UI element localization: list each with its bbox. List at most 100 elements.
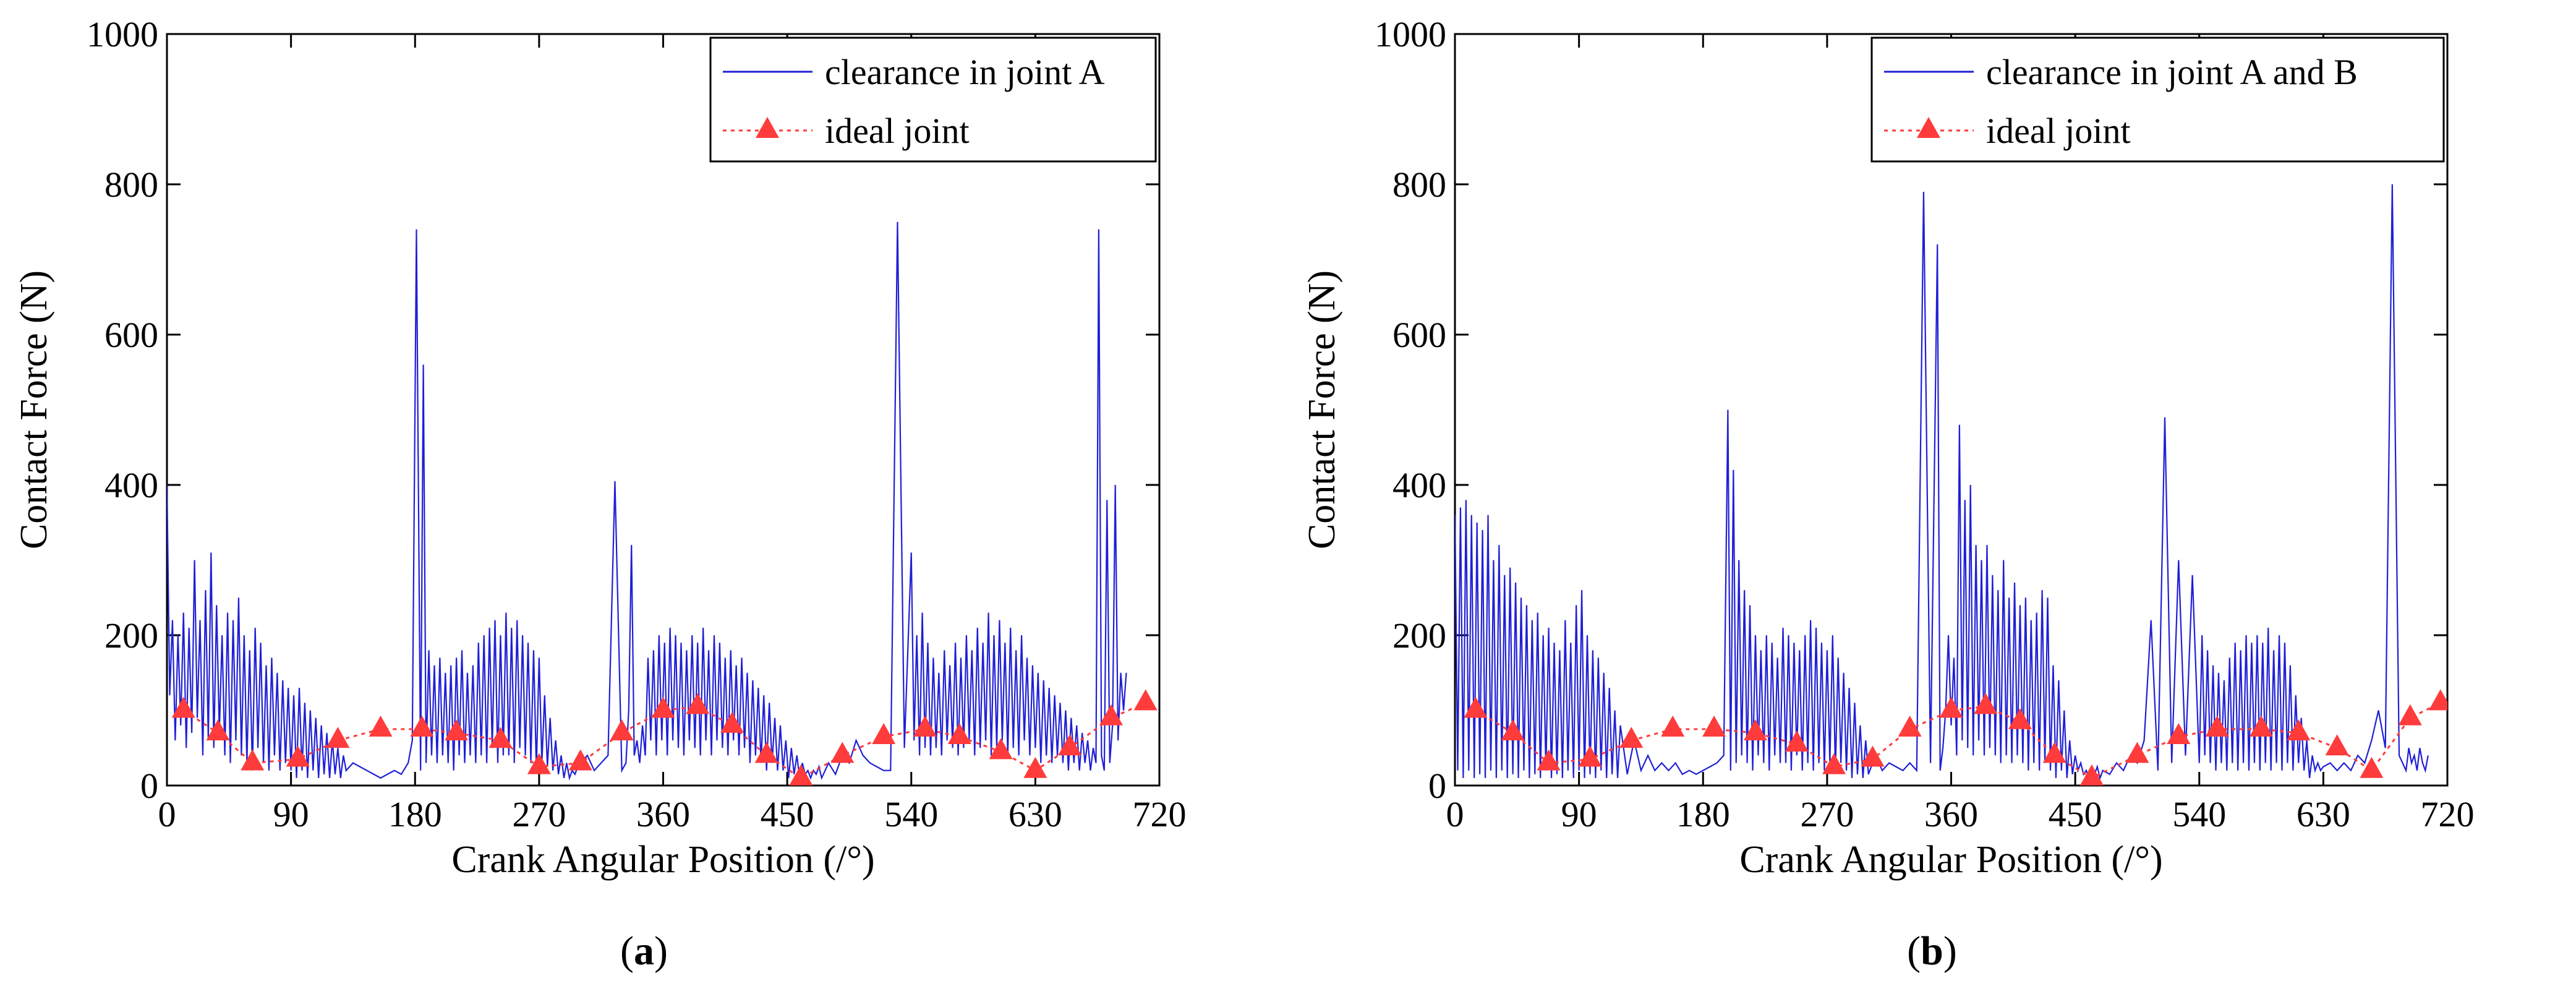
x-tick-label: 360: [1924, 794, 1978, 834]
ideal-joint-marker: [2008, 708, 2032, 729]
ideal-joint-marker: [2042, 742, 2066, 763]
ideal-joint-marker: [1619, 727, 1644, 748]
ideal-joint-marker: [2205, 715, 2229, 737]
ideal-joint-marker: [2167, 723, 2191, 745]
ideal-joint-marker: [1743, 719, 1767, 740]
y-tick-label: 400: [104, 465, 158, 505]
ideal-joint-marker: [171, 696, 195, 718]
chart-b-svg: 0 90 180 270 360 450 540 630 720 0 200 400 600 800 100…: [1301, 14, 2475, 881]
x-tick-label: 90: [273, 794, 309, 834]
series-line-clearance: [167, 221, 1127, 781]
x-tick-label: 90: [1561, 794, 1597, 834]
y-tick-label: 1000: [87, 14, 158, 54]
ideal-joint-marker: [1578, 745, 1602, 767]
x-tick-label: 180: [388, 794, 442, 834]
x-tick-label: 540: [2172, 794, 2226, 834]
chart-a-svg: 0 90 180 270 360 450 540 630 720 0 200 400 600 800 100…: [13, 14, 1187, 881]
plot-area: [1455, 184, 2447, 786]
ideal-joint-marker: [789, 764, 813, 786]
x-tick-label: 270: [512, 794, 566, 834]
ideal-joint-marker: [1898, 715, 1922, 737]
legend-marker-ideal: [1917, 117, 1940, 138]
legend-box: [709, 36, 1157, 163]
series-line-ideal-joint: [182, 701, 1146, 779]
ideal-joint-marker: [1501, 719, 1525, 740]
ideal-joint-marker: [1939, 696, 1963, 718]
y-tick-label: 0: [1428, 766, 1446, 806]
ideal-joint-marker: [686, 693, 710, 714]
ideal-joint-marker: [754, 742, 778, 763]
x-tick-label: 270: [1800, 794, 1854, 834]
x-tick-label: 630: [1009, 794, 1062, 834]
legend-label: clearance in joint A: [825, 52, 1105, 92]
ideal-joint-marker: [1974, 693, 1998, 714]
y-tick-label: 600: [1392, 315, 1446, 355]
y-tick-label: 200: [1392, 615, 1446, 656]
x-axis-title: Crank Angular Position (/°): [451, 839, 874, 881]
y-tick-label: 600: [104, 315, 158, 355]
ideal-joint-marker: [1537, 749, 1561, 771]
x-tick-label: 450: [2049, 794, 2102, 834]
x-tick-label: 0: [158, 794, 176, 834]
ideal-joint-marker: [410, 715, 434, 737]
legend-label: ideal joint: [825, 111, 970, 151]
ideal-joint-marker: [1702, 715, 1726, 737]
ideal-joint-marker: [445, 719, 469, 740]
y-axis-title: Contact Force (N): [1301, 270, 1343, 549]
ideal-joint-marker: [2325, 734, 2349, 756]
ideal-joint-marker: [1785, 730, 1809, 752]
ideal-joint-marker: [326, 727, 350, 748]
ideal-joint-marker: [1661, 715, 1685, 737]
x-tick-label: 360: [636, 794, 690, 834]
caption-b: (b): [1907, 928, 1957, 974]
chart-panel-a: 0 90 180 270 360 450 540 630 720 0 200 400 600 800 100…: [13, 14, 1187, 974]
chart-panel-b: 0 90 180 270 360 450 540 630 720 0 200 400 600 800 100…: [1288, 0, 2576, 1002]
plot-area: [167, 221, 1158, 786]
ideal-joint-marker: [1099, 704, 1123, 726]
ideal-joint-marker: [651, 696, 675, 718]
x-axis-title: Crank Angular Position (/°): [1739, 839, 2162, 881]
ideal-joint-marker: [1464, 696, 1488, 718]
ideal-joint-marker: [527, 753, 551, 774]
legend-box: [1870, 36, 2445, 163]
x-tick-label: 540: [884, 794, 938, 834]
ideal-joint-marker: [989, 738, 1013, 760]
ideal-joint-marker: [610, 719, 634, 740]
y-tick-label: 400: [1392, 465, 1446, 505]
x-tick-label: 720: [2421, 794, 2475, 834]
ideal-joint-marker: [720, 711, 744, 733]
ideal-joint-marker: [2398, 704, 2422, 726]
ideal-joint-marker: [369, 715, 393, 737]
y-tick-label: 800: [104, 165, 158, 205]
x-tick-label: 720: [1133, 794, 1187, 834]
ideal-joint-marker: [241, 749, 265, 771]
ideal-joint-marker: [206, 719, 230, 740]
x-tick-label: 450: [761, 794, 814, 834]
y-tick-label: 800: [1392, 165, 1446, 205]
ideal-joint-marker: [1133, 689, 1158, 711]
ideal-joint-marker: [286, 745, 310, 767]
ideal-joint-marker: [1058, 734, 1082, 756]
y-axis-title: Contact Force (N): [13, 270, 55, 549]
ideal-joint-marker: [2125, 742, 2149, 763]
ideal-joint-marker: [872, 723, 896, 745]
legend-label: ideal joint: [1986, 111, 2131, 151]
series-line-clearance: [1455, 184, 2429, 781]
ideal-joint-marker: [1822, 753, 1846, 774]
series-line-ideal-joint: [1475, 702, 2441, 779]
legend-label: clearance in joint A and B: [1986, 52, 2358, 92]
x-tick-label: 0: [1446, 794, 1464, 834]
x-tick-label: 180: [1676, 794, 1730, 834]
ideal-joint-marker: [2428, 689, 2447, 711]
ideal-joint-marker: [568, 749, 592, 771]
ideal-joint-marker: [2287, 719, 2311, 740]
y-tick-label: 1000: [1375, 14, 1446, 54]
ideal-joint-marker: [1023, 756, 1047, 778]
y-tick-label: 200: [104, 615, 158, 656]
ideal-joint-marker: [1861, 745, 1885, 767]
x-tick-label: 630: [2297, 794, 2350, 834]
ideal-joint-marker: [2360, 756, 2384, 778]
legend-marker-ideal: [756, 117, 779, 138]
ideal-joint-marker: [488, 727, 513, 748]
ideal-joint-marker: [830, 742, 855, 763]
